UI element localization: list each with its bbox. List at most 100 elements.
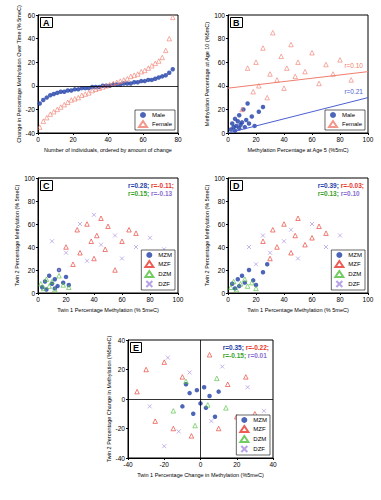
svg-text:MZM: MZM — [348, 252, 362, 258]
svg-text:Methylation Percentage at Age: Methylation Percentage at Age 10 (%5mC) — [204, 22, 210, 126]
svg-text:r=0.15;: r=0.15; — [128, 190, 149, 198]
svg-text:40: 40 — [218, 244, 226, 251]
svg-text:r=-0.22;: r=-0.22; — [246, 344, 269, 352]
svg-text:80: 80 — [146, 296, 154, 303]
svg-text:DZM: DZM — [348, 271, 361, 277]
svg-text:r=0.39;: r=0.39; — [318, 182, 339, 190]
svg-text:100: 100 — [24, 175, 35, 182]
svg-text:40: 40 — [104, 136, 112, 143]
svg-text:MZF: MZF — [348, 261, 361, 267]
svg-text:Twin 2 Percentage Methylation: Twin 2 Percentage Methylation (% 5meC) — [14, 185, 20, 287]
svg-text:0: 0 — [221, 130, 225, 137]
svg-text:0: 0 — [36, 296, 40, 303]
svg-text:80: 80 — [174, 136, 182, 143]
svg-text:40: 40 — [90, 296, 98, 303]
svg-text:60: 60 — [218, 221, 226, 228]
svg-text:Twin 2 Percentage Change in Me: Twin 2 Percentage Change in Methylation … — [106, 336, 112, 463]
svg-text:DZF: DZF — [158, 281, 170, 287]
svg-text:20: 20 — [252, 136, 260, 143]
svg-text:0: 0 — [31, 82, 35, 89]
svg-text:Twin 1 Percentage Methylation: Twin 1 Percentage Methylation (% 5meC) — [57, 307, 159, 313]
svg-text:100: 100 — [214, 175, 225, 182]
svg-text:100: 100 — [173, 296, 184, 303]
svg-text:-20: -20 — [160, 461, 170, 468]
svg-text:20: 20 — [252, 296, 260, 303]
svg-text:-40: -40 — [123, 461, 133, 468]
svg-text:0: 0 — [226, 136, 230, 143]
svg-text:20: 20 — [233, 461, 241, 468]
svg-text:40: 40 — [280, 296, 288, 303]
svg-text:r=0.01: r=0.01 — [248, 352, 267, 359]
svg-text:60: 60 — [218, 59, 226, 66]
svg-text:80: 80 — [218, 198, 226, 205]
svg-text:-20: -20 — [116, 425, 126, 432]
svg-text:60: 60 — [139, 136, 147, 143]
svg-text:r=0.28;: r=0.28; — [128, 182, 149, 190]
svg-text:80: 80 — [336, 296, 344, 303]
svg-text:0: 0 — [226, 296, 230, 303]
svg-text:0: 0 — [36, 136, 40, 143]
svg-text:20: 20 — [118, 366, 126, 373]
svg-text:20: 20 — [218, 106, 226, 113]
svg-text:DZM: DZM — [158, 271, 171, 277]
svg-text:100: 100 — [363, 136, 374, 143]
svg-text:r=0.10: r=0.10 — [341, 190, 360, 197]
svg-text:20: 20 — [28, 267, 36, 274]
svg-text:MZM: MZM — [158, 252, 172, 258]
svg-text:Twin 2 Percentage Methylation: Twin 2 Percentage Methylation (% 5meC) — [204, 185, 210, 287]
svg-text:A: A — [43, 18, 50, 28]
svg-text:DZF: DZF — [348, 281, 360, 287]
svg-text:40: 40 — [280, 136, 288, 143]
svg-text:80: 80 — [218, 35, 226, 42]
svg-text:Twin 1 Percentage Methylation: Twin 1 Percentage Methylation (% 5meC) — [247, 307, 349, 313]
svg-text:C: C — [43, 181, 50, 191]
svg-text:DZF: DZF — [253, 446, 265, 452]
svg-text:100: 100 — [214, 12, 225, 19]
svg-text:20: 20 — [28, 59, 36, 66]
svg-text:r=0.10: r=0.10 — [344, 62, 363, 69]
svg-text:D: D — [233, 181, 240, 191]
svg-text:0: 0 — [31, 290, 35, 297]
svg-text:40: 40 — [28, 244, 36, 251]
svg-text:r=0.13;: r=0.13; — [318, 190, 339, 198]
svg-text:MZF: MZF — [253, 426, 266, 432]
svg-text:-20: -20 — [26, 106, 36, 113]
svg-text:20: 20 — [218, 267, 226, 274]
svg-text:0: 0 — [199, 461, 203, 468]
svg-text:MZM: MZM — [253, 417, 267, 423]
svg-text:r=0.21: r=0.21 — [344, 88, 363, 95]
svg-text:60: 60 — [308, 136, 316, 143]
svg-text:Number of individuals, ordered: Number of individuals, ordered by amount… — [44, 147, 172, 153]
svg-text:100: 100 — [363, 296, 374, 303]
svg-text:Male: Male — [342, 112, 356, 118]
svg-text:r=-0.03;: r=-0.03; — [341, 182, 364, 190]
svg-text:60: 60 — [28, 221, 36, 228]
svg-text:Change in Percentage Methylati: Change in Percentage Methylation Over Ti… — [16, 5, 22, 143]
svg-text:Methylation Percentage at Age: Methylation Percentage at Age 5 (%5mC) — [247, 147, 348, 153]
svg-text:40: 40 — [28, 35, 36, 42]
svg-text:r=-0.11;: r=-0.11; — [151, 182, 174, 190]
svg-text:B: B — [233, 18, 240, 28]
svg-text:Female: Female — [342, 121, 363, 127]
svg-text:80: 80 — [336, 136, 344, 143]
svg-text:E: E — [133, 343, 139, 353]
svg-text:80: 80 — [28, 198, 36, 205]
svg-text:MZF: MZF — [158, 261, 171, 267]
svg-text:20: 20 — [69, 136, 77, 143]
svg-text:Male: Male — [152, 112, 166, 118]
svg-text:Twin 1 Percentage Change in Me: Twin 1 Percentage Change in Methylation … — [137, 472, 264, 478]
svg-text:r=-0.13: r=-0.13 — [151, 190, 173, 197]
svg-text:60: 60 — [308, 296, 316, 303]
svg-text:r=-0.15;: r=-0.15; — [223, 352, 246, 360]
svg-text:60: 60 — [118, 296, 126, 303]
svg-text:0: 0 — [121, 396, 125, 403]
svg-text:40: 40 — [218, 82, 226, 89]
svg-text:0: 0 — [221, 290, 225, 297]
svg-text:r=0.35;: r=0.35; — [223, 344, 244, 352]
svg-text:60: 60 — [28, 12, 36, 19]
svg-text:40: 40 — [118, 337, 126, 344]
svg-text:Female: Female — [152, 121, 173, 127]
svg-text:40: 40 — [269, 461, 277, 468]
svg-text:DZM: DZM — [253, 436, 266, 442]
svg-text:-40: -40 — [26, 130, 36, 137]
